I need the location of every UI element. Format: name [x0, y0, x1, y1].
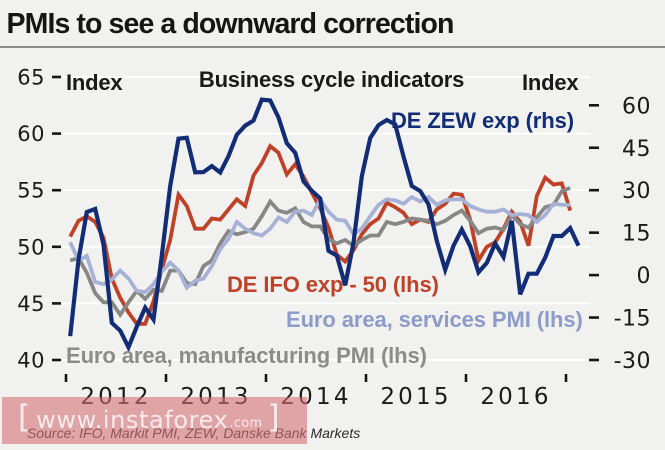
- watermark-text: www.instaforex: [36, 405, 229, 434]
- right-axis-tick-label: 0: [637, 264, 652, 289]
- page-title: PMIs to see a downward correction: [6, 7, 455, 40]
- watermark-bracket-right: ]: [267, 399, 280, 435]
- chart-title: Business cycle indicators: [198, 66, 465, 92]
- left-axis-tick-label: 45: [17, 292, 45, 316]
- title-separator: [0, 45, 665, 48]
- watermark-bracket-left: [: [18, 399, 31, 435]
- right-axis-tick-label: -30: [614, 349, 651, 374]
- x-axis-year-label: 2016: [480, 384, 551, 410]
- left-axis-tick-label: 40: [17, 349, 45, 373]
- series-label-zew: DE ZEW exp (rhs): [391, 108, 574, 133]
- right-axis-tick-label: -15: [614, 307, 651, 332]
- right-axis-tick-label: 60: [622, 94, 651, 119]
- right-axis-tick-label: 30: [622, 179, 651, 204]
- left-axis-title: Index: [66, 69, 123, 95]
- right-axis-tick-label: 15: [622, 222, 651, 247]
- left-axis-tick-label: 55: [17, 179, 45, 203]
- series-line: [68, 97, 581, 353]
- right-axis-title: Index: [522, 69, 579, 95]
- series-label-manufacturing: Euro area, manufacturing PMI (lhs): [66, 343, 427, 368]
- right-axis-tick-label: 45: [622, 137, 651, 162]
- left-axis-tick-label: 50: [17, 235, 45, 259]
- series-line: [69, 186, 571, 319]
- left-axis-tick-label: 60: [17, 122, 45, 146]
- left-axis-tick-label: 65: [17, 66, 45, 90]
- series-label-services: Euro area, services PMI (lhs): [286, 307, 583, 332]
- series-label-ifo: DE IFO exp - 50 (lhs): [227, 272, 439, 297]
- watermark-suffix: .com: [229, 416, 263, 431]
- x-axis-year-label: 2015: [380, 384, 451, 410]
- watermark-overlay: [ www.instaforex .com ]: [2, 397, 307, 444]
